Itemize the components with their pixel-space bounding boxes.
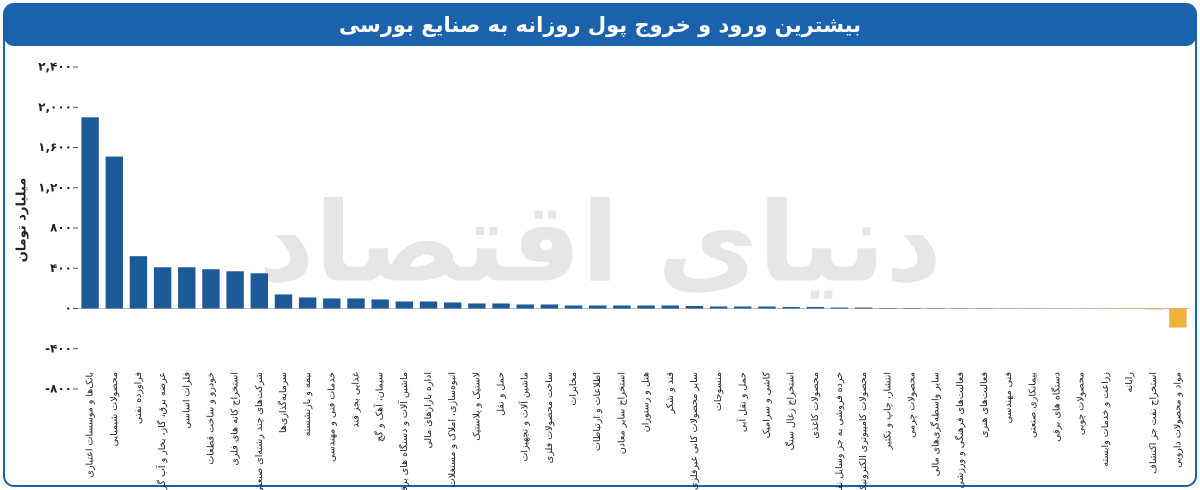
x-tick-label: غذایی بجز قند — [351, 372, 362, 428]
x-tick-label: بیمانکاری صنعتی — [1027, 372, 1038, 438]
x-tick-label: استخراج کانه های فلزی — [230, 372, 241, 466]
bar — [129, 256, 148, 309]
x-tick-label: منسوجات — [713, 372, 724, 411]
bar — [661, 305, 679, 309]
bar — [1145, 308, 1163, 310]
bar — [709, 306, 728, 309]
bar — [347, 298, 365, 309]
bar — [1120, 308, 1139, 310]
bar — [323, 298, 341, 309]
bar — [1169, 308, 1187, 328]
bar — [879, 307, 897, 309]
bar — [903, 307, 921, 309]
x-tick-label: اطلاعات و ارتباطات — [592, 372, 603, 451]
x-tick-label: سیمان، آهک و گچ — [373, 372, 386, 442]
x-tick-label: ماشین آلات و دستگاه های برقی — [397, 372, 410, 490]
bar — [830, 307, 849, 309]
x-tick-label: محصولات چوبی — [1076, 372, 1087, 435]
bar — [734, 306, 752, 309]
x-tick-label: فنی مهندسی — [1003, 372, 1014, 424]
x-tick-label: بیمه و بازنشسته — [302, 372, 313, 436]
bar — [371, 299, 389, 309]
x-tick-label: استخراج سایر معادن — [616, 372, 627, 454]
bar — [782, 306, 800, 309]
x-tick-label: استخراج زغال سنگ — [785, 372, 797, 450]
x-tick-label: بانک‌ها و موسسات اعتباری — [85, 372, 96, 477]
x-tick-label: مخابرات — [568, 372, 579, 406]
y-tick-label: ۱,۲۰۰ — [38, 180, 72, 194]
title-banner — [4, 4, 1196, 46]
y-tick-label: ۱,۶۰۰ — [38, 140, 72, 154]
x-tick-label: استخراج نفت جز اکتشاف — [1148, 372, 1159, 474]
x-tick-label: محصولات شیمیایی — [109, 372, 120, 446]
y-axis-label: میلیارد تومان — [15, 178, 30, 263]
x-tick-label: محصولات چرمی — [907, 372, 918, 438]
x-tick-label: سرمایه‌گذاری‌ها — [277, 372, 289, 433]
x-tick-label: مواد و محصولات دارویی — [1172, 372, 1183, 468]
y-tick-label: ۴۰۰ — [50, 261, 72, 275]
bar — [153, 267, 172, 309]
x-tick-label: قند و شکر — [665, 372, 676, 414]
bar — [564, 305, 583, 309]
y-tick-label: -۴۰۰ — [45, 341, 72, 355]
x-tick-label: زراعت و خدمات وابسته — [1100, 372, 1111, 467]
bar — [492, 303, 510, 309]
bar — [105, 156, 123, 309]
x-tick-label: فعالیت‌های هنری — [979, 372, 990, 438]
bar — [250, 273, 269, 309]
x-tick-label: محصولات کاغذی — [810, 372, 821, 439]
bar — [806, 306, 825, 309]
bar — [443, 302, 462, 309]
x-tick-label: فلزات اساسی — [181, 372, 192, 429]
x-tick-label: حمل و نقل — [496, 372, 507, 416]
x-tick-label: هتل و رستوران — [641, 372, 652, 432]
bar — [419, 301, 438, 309]
x-tick-label: سایر واسطه‌گری‌های مالی — [930, 372, 942, 476]
x-tick-label: عرضه برق، گاز، بخار و آب گرم — [155, 372, 168, 490]
x-tick-label: شرکت‌های چند رشته‌ای صنعتی — [254, 372, 265, 490]
x-tick-label: کاشی و سرامیک — [761, 372, 772, 439]
bar — [637, 305, 655, 309]
x-tick-label: لاستیک و پلاستیک — [471, 372, 482, 441]
bar — [178, 267, 196, 309]
x-tick-label: فراورده نفتی — [133, 372, 144, 424]
y-tick-label: ۸۰۰ — [50, 221, 72, 235]
bar — [540, 304, 559, 309]
x-tick-label: خدمات فنی و مهندسی — [326, 372, 337, 462]
x-tick-label: ساخت محصولات فلزی — [544, 372, 555, 463]
x-tick-label: خرده فروشی به جز وسایل نقلیه — [834, 372, 845, 490]
bar — [516, 304, 534, 309]
bar — [274, 294, 293, 309]
x-tick-label: رایانه — [1124, 372, 1135, 393]
chart-title: بیشترین ورود و خروج پول روزانه به صنایع … — [339, 13, 861, 38]
y-tick-label: ۰ — [65, 301, 72, 315]
x-tick-label: محصولات کامپیوتری الکترونیکی — [858, 372, 869, 490]
x-tick-label: فعالیت‌های فرهنگی و ورزشی — [954, 372, 966, 489]
x-tick-label: حمل و نقل آبی — [735, 372, 748, 432]
bar — [468, 303, 486, 309]
x-tick-label: اداره بازارهای مالی — [423, 372, 434, 449]
bar — [202, 269, 220, 309]
bar — [395, 301, 414, 309]
bar — [589, 305, 607, 309]
bar — [298, 297, 317, 309]
bar — [613, 305, 631, 309]
x-tick-label: خودرو و ساخت قطعات — [205, 372, 216, 465]
x-tick-label: ماشین آلات و تجهیزات — [518, 372, 531, 462]
y-tick-label: -۸۰۰ — [45, 382, 72, 396]
bar — [758, 306, 776, 309]
watermark: دنیای اقتصاد — [258, 178, 942, 306]
bar — [226, 271, 244, 309]
bar — [81, 117, 99, 309]
y-tick-label: ۲,۰۰۰ — [38, 100, 72, 114]
y-tick-label: ۲,۴۰۰ — [38, 60, 72, 74]
x-tick-label: انبوه‌سازی، املاک و مستغلات — [447, 372, 458, 487]
bar — [854, 307, 873, 309]
x-tick-label: انتشار، چاپ و تکثیر — [882, 372, 893, 450]
bar — [685, 305, 704, 309]
x-tick-label: دستگاه های برقی — [1051, 372, 1063, 442]
x-tick-label: سایر محصولات کانی غیرفلزی — [689, 372, 700, 490]
